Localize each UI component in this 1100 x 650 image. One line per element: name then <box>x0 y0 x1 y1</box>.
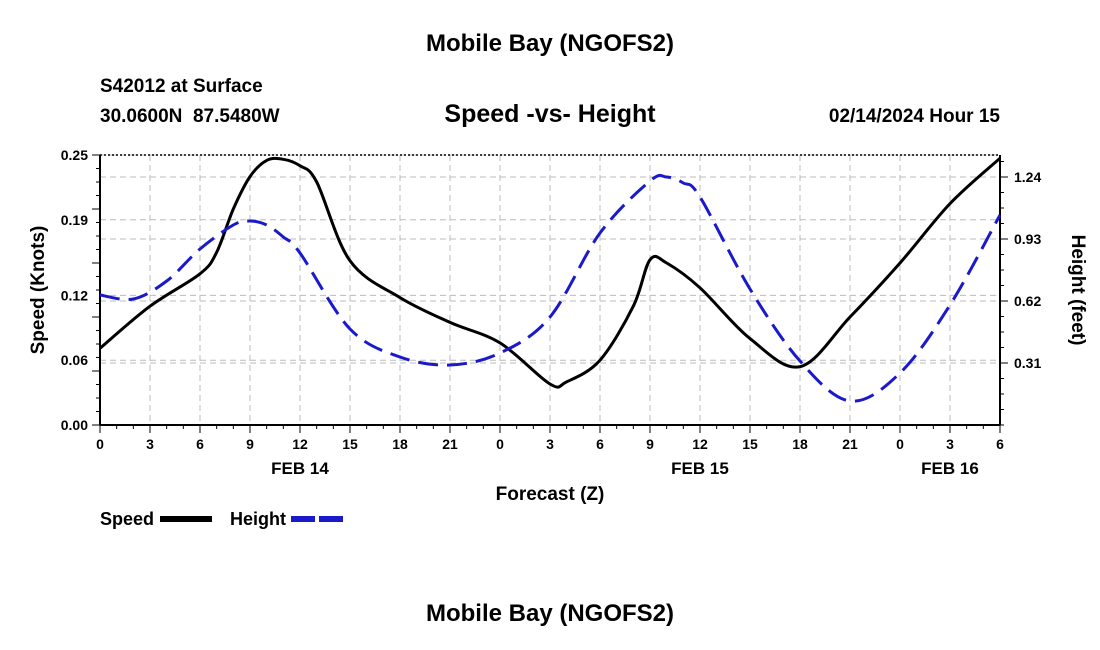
chart-series <box>99 156 1002 403</box>
y2-tick-label: 0.62 <box>1014 293 1041 309</box>
station-label: S42012 at Surface <box>100 76 263 97</box>
y-tick-label: 0.06 <box>61 352 88 368</box>
x-tick-label: 21 <box>842 436 858 452</box>
x-tick-label: 21 <box>442 436 458 452</box>
x-tick-label: 12 <box>692 436 708 452</box>
x-tick-label: 6 <box>996 436 1004 452</box>
chart-title: Mobile Bay (NGOFS2) <box>425 30 675 57</box>
x-tick-label: 3 <box>946 436 954 452</box>
legend-height-swatch <box>291 516 343 522</box>
repeat-chart-title: Mobile Bay (NGOFS2) <box>425 600 675 627</box>
x-tick-label: 0 <box>96 436 104 452</box>
x-tick-label: 18 <box>792 436 808 452</box>
x-tick-label: 6 <box>596 436 604 452</box>
x-tick-label: 9 <box>246 436 254 452</box>
x-tick-label: 18 <box>392 436 408 452</box>
legend-speed-label: Speed <box>100 509 155 529</box>
day-label: FEB 16 <box>921 459 979 478</box>
x-tick-label: 3 <box>546 436 554 452</box>
x-tick-label: 15 <box>342 436 358 452</box>
y2-axis-title: Height (feet) <box>1067 235 1088 346</box>
chart-labels: 0 3 6 9 12 15 18 21 0 3 6 9 12 15 18 21 0 3 6 FEB 14 FEB 15 F… <box>28 147 1088 505</box>
legend-speed-swatch <box>160 516 212 522</box>
x-tick-label: 12 <box>292 436 308 452</box>
day-label: FEB 14 <box>271 459 329 478</box>
y2-tick-label: 1.24 <box>1014 169 1041 185</box>
height-series-line <box>99 173 1002 403</box>
y-tick-label: 0.19 <box>61 212 88 228</box>
y2-tick-label: 0.93 <box>1014 231 1041 247</box>
x-tick-label: 9 <box>646 436 654 452</box>
y-tick-label: 0.25 <box>61 147 88 163</box>
x-tick-label: 3 <box>146 436 154 452</box>
station-coords: 30.0600N 87.5480W <box>100 106 280 127</box>
x-tick-label: 0 <box>496 436 504 452</box>
forecast-datetime: 02/14/2024 Hour 15 <box>828 106 1000 127</box>
y-tick-label: 0.00 <box>61 417 88 433</box>
chart-subtitle: Speed -vs- Height <box>444 100 656 128</box>
x-tick-label: 6 <box>196 436 204 452</box>
speed-series-line <box>99 156 1002 389</box>
y-axis-title: Speed (Knots) <box>28 226 49 355</box>
x-tick-label: 15 <box>742 436 758 452</box>
y-tick-label: 0.12 <box>61 287 88 303</box>
x-tick-label: 0 <box>896 436 904 452</box>
x-axis-title: Forecast (Z) <box>496 484 605 505</box>
chart-axes <box>92 154 1008 433</box>
legend-height-label: Height <box>230 509 286 529</box>
day-label: FEB 15 <box>671 459 729 478</box>
y2-tick-label: 0.31 <box>1014 355 1041 371</box>
